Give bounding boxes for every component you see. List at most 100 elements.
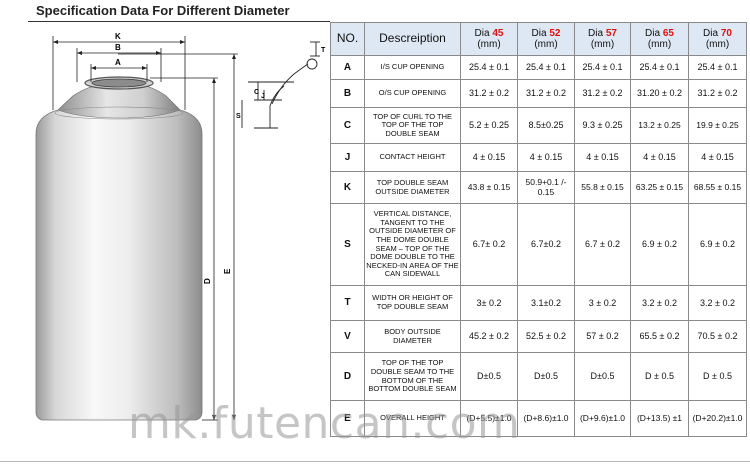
- cell-value: 8.5±0.25: [517, 107, 575, 144]
- specification-table: NO. Descreiption Dia 45 (mm) Dia 52 (mm) D…: [330, 22, 747, 437]
- row-description: O/S CUP OPENING: [364, 79, 461, 108]
- cell-value: 25.4 ± 0.1: [574, 55, 631, 80]
- cell-value: 31.2 ± 0.2: [517, 79, 575, 108]
- cell-value: (D+5.5)±1.0: [460, 400, 518, 437]
- row-description: TOP DOUBLE SEAM OUTSIDE DIAMETER: [364, 171, 461, 204]
- row-description: OVERALL HEIGHT: [364, 400, 461, 437]
- row-description: TOP OF CURL TO THE TOP OF THE TOP DOUBLE…: [364, 107, 461, 144]
- row-label: C: [330, 107, 365, 144]
- cell-value: 57 ± 0.2: [574, 320, 631, 353]
- row-label: B: [330, 79, 365, 108]
- cell-value: 3.2 ± 0.2: [688, 285, 747, 321]
- cell-value: 70.5 ± 0.2: [688, 320, 747, 353]
- cell-value: 55.8 ± 0.15: [574, 171, 631, 204]
- table-row: V BODY OUTSIDE DIAMETER 45.2 ± 0.2 52.5 …: [330, 320, 747, 353]
- cell-value: 31.2 ± 0.2: [574, 79, 631, 108]
- cell-value: D ± 0.5: [630, 352, 689, 401]
- can-technical-drawing: K B A D E T C J S: [35, 32, 326, 421]
- row-label: J: [330, 143, 365, 172]
- cell-value: 13.2 ± 0.25: [630, 107, 689, 144]
- cell-value: 4 ± 0.15: [460, 143, 518, 172]
- cell-value: 31.2 ± 0.2: [460, 79, 518, 108]
- cell-value: 9.3 ± 0.25: [574, 107, 631, 144]
- row-description: TOP OF THE TOP DOUBLE SEAM TO THE BOTTOM…: [364, 352, 461, 401]
- cell-value: D±0.5: [517, 352, 575, 401]
- table-row: B O/S CUP OPENING 31.2 ± 0.2 31.2 ± 0.2 …: [330, 79, 747, 108]
- dim-label-k: K: [115, 32, 121, 41]
- cell-value: 31.2 ± 0.2: [688, 79, 747, 108]
- cell-value: 4 ± 0.15: [574, 143, 631, 172]
- cell-value: 4 ± 0.15: [688, 143, 747, 172]
- dim-label-a: A: [115, 58, 121, 67]
- dim-label-b: B: [115, 43, 121, 52]
- cell-value: 3 ± 0.2: [574, 285, 631, 321]
- row-description: VERTICAL DISTANCE, TANGENT TO THE OUTSID…: [364, 203, 461, 286]
- cell-value: 43.8 ± 0.15: [460, 171, 518, 204]
- dim-label-d: D: [203, 278, 212, 284]
- header-dia-45: Dia 45 (mm): [460, 22, 518, 56]
- cell-value: 3.1±0.2: [517, 285, 575, 321]
- cell-value: 6.7 ± 0.2: [574, 203, 631, 286]
- cell-value: 19.9 ± 0.25: [688, 107, 747, 144]
- cell-value: D±0.5: [460, 352, 518, 401]
- cell-value: 25.4 ± 0.1: [630, 55, 689, 80]
- row-description: BODY OUTSIDE DIAMETER: [364, 320, 461, 353]
- row-label: K: [330, 171, 365, 204]
- seam-profile-detail: [241, 41, 320, 129]
- cell-value: (D+13.5) ±1: [630, 400, 689, 437]
- header-no: NO.: [330, 22, 365, 56]
- dimension-arrows: [53, 40, 236, 420]
- aerosol-can-illustration: [35, 76, 203, 421]
- cell-value: D ± 0.5: [688, 352, 747, 401]
- cell-value: 65.5 ± 0.2: [630, 320, 689, 353]
- cell-value: (D+8.6)±1.0: [517, 400, 575, 437]
- cell-value: 25.4 ± 0.1: [688, 55, 747, 80]
- cell-value: (D+20.2)±1.0: [688, 400, 747, 437]
- cell-value: 25.4 ± 0.1: [517, 55, 575, 80]
- table-header-row: NO. Descreiption Dia 45 (mm) Dia 52 (mm) D…: [330, 22, 747, 56]
- cell-value: 4 ± 0.15: [517, 143, 575, 172]
- dim-label-e: E: [223, 268, 232, 274]
- row-description: WIDTH OR HEIGHT OF TOP DOUBLE SEAM: [364, 285, 461, 321]
- bottom-divider: [0, 461, 750, 462]
- header-dia-65: Dia 65 (mm): [630, 22, 689, 56]
- dim-label-t: T: [321, 47, 326, 54]
- header-dia-52: Dia 52 (mm): [517, 22, 575, 56]
- table-row: C TOP OF CURL TO THE TOP OF THE TOP DOUB…: [330, 107, 747, 144]
- table-row: K TOP DOUBLE SEAM OUTSIDE DIAMETER 43.8 …: [330, 171, 747, 204]
- cell-value: 25.4 ± 0.1: [460, 55, 518, 80]
- table-row: J CONTACT HEIGHT 4 ± 0.15 4 ± 0.15 4 ± 0…: [330, 143, 747, 172]
- table-row: T WIDTH OR HEIGHT OF TOP DOUBLE SEAM 3± …: [330, 285, 747, 321]
- header-dia-57: Dia 57 (mm): [574, 22, 631, 56]
- dim-label-j: J: [261, 93, 265, 100]
- cell-value: 50.9+0.1 /- 0.15: [517, 171, 575, 204]
- cell-value: 68.55 ± 0.15: [688, 171, 747, 204]
- cell-value: 6.9 ± 0.2: [630, 203, 689, 286]
- table-row: A I/S CUP OPENING 25.4 ± 0.1 25.4 ± 0.1 …: [330, 55, 747, 80]
- cell-value: 3± 0.2: [460, 285, 518, 321]
- cell-value: D±0.5: [574, 352, 631, 401]
- header-description: Descreiption: [364, 22, 461, 56]
- cell-value: 6.7±0.2: [517, 203, 575, 286]
- cell-value: 52.5 ± 0.2: [517, 320, 575, 353]
- row-label: V: [330, 320, 365, 353]
- row-label: T: [330, 285, 365, 321]
- title-underline: [28, 21, 330, 22]
- header-dia-70: Dia 70 (mm): [688, 22, 747, 56]
- cell-value: (D+9.6)±1.0: [574, 400, 631, 437]
- cell-value: 6.7± 0.2: [460, 203, 518, 286]
- cell-value: 63.25 ± 0.15: [630, 171, 689, 204]
- row-description: CONTACT HEIGHT: [364, 143, 461, 172]
- cell-value: 5.2 ± 0.25: [460, 107, 518, 144]
- table-row: S VERTICAL DISTANCE, TANGENT TO THE OUTS…: [330, 203, 747, 286]
- dim-label-s: S: [236, 113, 241, 120]
- row-label: S: [330, 203, 365, 286]
- page-title: Specification Data For Different Diamete…: [36, 3, 290, 18]
- dimension-lines: [52, 36, 238, 421]
- cell-value: 31.20 ± 0.2: [630, 79, 689, 108]
- row-description: I/S CUP OPENING: [364, 55, 461, 80]
- row-label: A: [330, 55, 365, 80]
- cell-value: 3.2 ± 0.2: [630, 285, 689, 321]
- cell-value: 4 ± 0.15: [630, 143, 689, 172]
- table-row: E OVERALL HEIGHT (D+5.5)±1.0 (D+8.6)±1.0…: [330, 400, 747, 437]
